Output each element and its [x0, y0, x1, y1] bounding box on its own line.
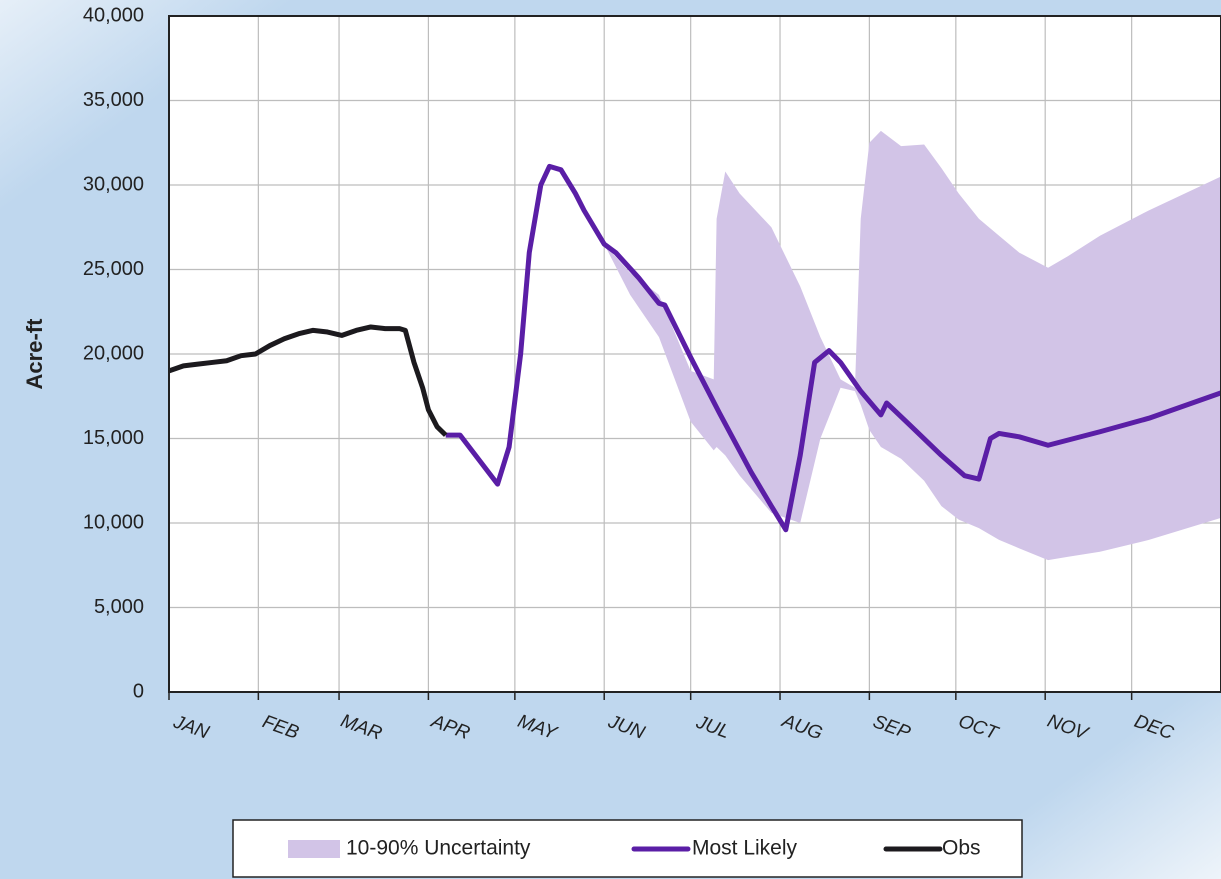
- series-line: [445, 163, 1221, 533]
- legend-swatch: [288, 840, 340, 858]
- series-line: [169, 324, 448, 437]
- y-tick-label: 10,000: [83, 511, 144, 533]
- y-tick-label: 25,000: [83, 258, 144, 280]
- y-axis-label: Acre-ft: [22, 318, 47, 390]
- y-tick-label: 40,000: [83, 4, 144, 26]
- y-tick-label: 35,000: [83, 89, 144, 111]
- uncertainty-band: [604, 130, 1221, 561]
- plot-frame: [168, 15, 1221, 693]
- y-tick-label: 30,000: [83, 173, 144, 195]
- legend-items: 10-90% Uncertainty Most Likely Obs: [288, 837, 981, 860]
- legend-label: 10-90% Uncertainty: [346, 837, 531, 860]
- marks: [169, 130, 1221, 561]
- y-tick-label: 20,000: [83, 342, 144, 364]
- y-tick-label: 5,000: [94, 596, 144, 618]
- y-tick-label: 0: [133, 680, 144, 702]
- legend-label: Most Likely: [692, 837, 798, 860]
- y-tick-label: 15,000: [83, 427, 144, 449]
- legend-label: Obs: [942, 837, 981, 860]
